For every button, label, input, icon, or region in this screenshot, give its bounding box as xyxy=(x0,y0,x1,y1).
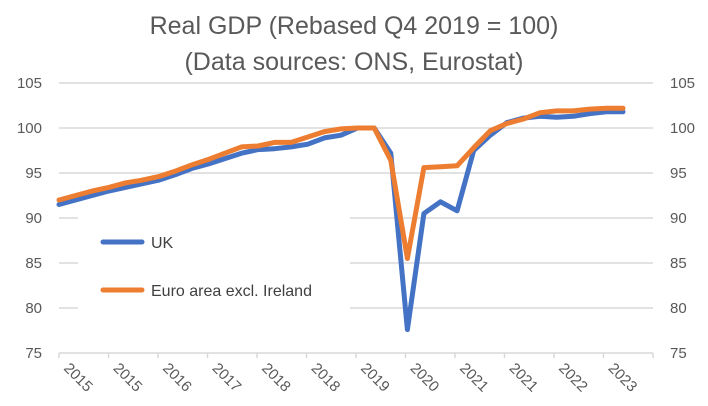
y-tick-label-right: 85 xyxy=(670,255,687,272)
y-tick-label-left: 95 xyxy=(25,165,42,182)
legend-label-uk: UK xyxy=(151,235,174,252)
y-tick-label-left: 85 xyxy=(25,255,42,272)
y-tick-label-left: 100 xyxy=(17,120,42,137)
y-tick-label-right: 90 xyxy=(670,210,687,227)
legend: UK Euro area excl. Ireland xyxy=(100,235,312,300)
y-tick-label-right: 100 xyxy=(670,120,695,137)
x-tick-label: 2019 xyxy=(357,360,393,396)
x-tick-label: 2023 xyxy=(605,360,641,396)
x-axis: 2015 2015 2016 2017 2018 2018 2019 2020 2021 2021… xyxy=(58,352,654,396)
x-tick-label: 2018 xyxy=(258,360,294,396)
y-tick-label-left: 105 xyxy=(17,75,42,92)
x-tick-label: 2020 xyxy=(407,360,443,396)
x-tick-label: 2015 xyxy=(60,360,96,396)
y-tick-label-right: 95 xyxy=(670,165,687,182)
y-tick-label-right: 105 xyxy=(670,75,695,92)
y-tick-label-right: 80 xyxy=(670,300,687,317)
series-line-euro-area xyxy=(56,105,626,261)
x-tick-label: 2022 xyxy=(555,360,591,396)
y-tick-label-right: 75 xyxy=(670,345,687,362)
chart-title: Real GDP (Rebased Q4 2019 = 100) xyxy=(150,12,559,40)
y-tick-label-left: 80 xyxy=(25,300,42,317)
y-tick-label-left: 90 xyxy=(25,210,42,227)
legend-label-euro-area: Euro area excl. Ireland xyxy=(151,283,312,300)
x-tick-label: 2017 xyxy=(209,360,245,396)
y-tick-label-left: 75 xyxy=(25,345,42,362)
series-lines xyxy=(56,105,626,333)
y-axis-left: 75 80 85 90 95 100 105 xyxy=(17,75,42,362)
x-tick-label: 2021 xyxy=(456,360,492,396)
y-axis-right: 75 80 85 90 95 100 105 xyxy=(670,75,695,362)
x-tick-label: 2015 xyxy=(110,360,146,396)
x-tick-label: 2016 xyxy=(159,360,195,396)
x-tick-label: 2021 xyxy=(506,360,542,396)
x-tick-label: 2018 xyxy=(308,360,344,396)
series-line-uk xyxy=(56,109,626,333)
chart-subtitle: (Data sources: ONS, Eurostat) xyxy=(184,48,523,76)
